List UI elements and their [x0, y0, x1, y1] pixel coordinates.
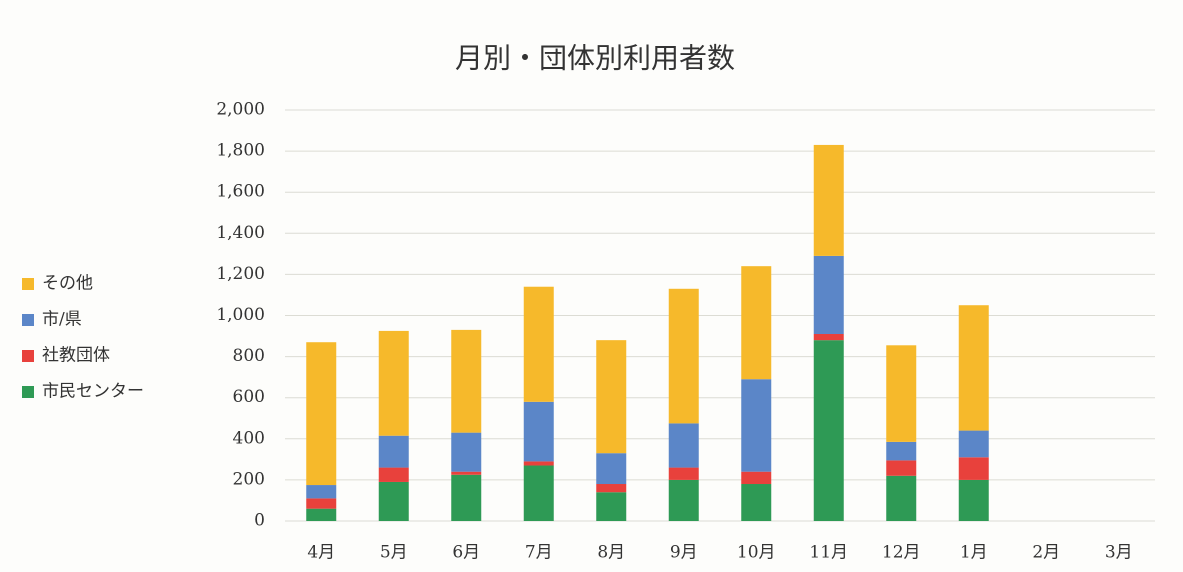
bar-segment [523, 461, 554, 466]
bar-segment [306, 342, 337, 486]
bar-segment [741, 484, 772, 521]
bar-segment [813, 340, 844, 521]
bar-segment [668, 288, 699, 424]
bar-segment [451, 474, 482, 521]
bar-segment [741, 471, 772, 485]
x-tick-label: 10月 [737, 543, 776, 563]
bar-segment [523, 401, 554, 462]
y-tick-label: 1,600 [216, 182, 265, 202]
bar-segment [523, 465, 554, 521]
y-tick-label: 1,800 [216, 141, 265, 161]
bar-segment [523, 286, 554, 402]
x-tick-label: 7月 [525, 543, 553, 563]
y-tick-label: 1,400 [216, 223, 265, 243]
y-tick-label: 200 [233, 469, 265, 489]
bar-segment [451, 432, 482, 472]
legend-label: 社教団体 [42, 346, 110, 366]
x-tick-label: 9月 [670, 543, 698, 563]
bar-segment [958, 430, 989, 458]
legend-label: その他 [42, 274, 93, 294]
bar-segment [741, 379, 772, 472]
bar-segment [306, 485, 337, 499]
x-tick-label: 5月 [380, 543, 408, 563]
legend-swatch [22, 350, 34, 362]
y-tick-label: 800 [233, 346, 265, 366]
legend-label: 市民センター [42, 382, 144, 402]
bar-segment [451, 471, 482, 475]
bar-segment [958, 305, 989, 431]
bar-segment [741, 266, 772, 380]
x-tick-label: 6月 [452, 543, 480, 563]
legend-swatch [22, 386, 34, 398]
bar-segment [378, 330, 409, 436]
y-tick-label: 1,200 [216, 264, 265, 284]
x-tick-label: 8月 [597, 543, 625, 563]
y-tick-label: 600 [233, 387, 265, 407]
x-tick-label: 4月 [307, 543, 335, 563]
bar-segment [668, 479, 699, 521]
bar-segment [813, 144, 844, 256]
bar-segment [958, 479, 989, 521]
bar-segment [886, 345, 917, 442]
bar-segment [668, 467, 699, 480]
y-tick-label: 400 [233, 428, 265, 448]
chart-title: 月別・団体別利用者数 [455, 42, 735, 75]
x-tick-label: 1月 [960, 543, 988, 563]
bar-segment [378, 467, 409, 482]
bar-segment [958, 457, 989, 480]
y-tick-label: 1,000 [216, 305, 265, 325]
bar-segment [378, 435, 409, 468]
bar-segment [886, 460, 917, 476]
bar-segment [668, 423, 699, 468]
bar-segment [886, 441, 917, 461]
bar-segment [886, 475, 917, 521]
y-tick-label: 0 [254, 511, 265, 531]
x-tick-label: 2月 [1032, 543, 1060, 563]
legend-swatch [22, 278, 34, 290]
bar-segment [306, 498, 337, 509]
bar-segment [451, 329, 482, 433]
bar-segment [378, 481, 409, 521]
bar-segment [596, 340, 627, 454]
y-tick-label: 2,000 [216, 100, 265, 120]
bar-segment [813, 255, 844, 334]
bar-segment [596, 453, 627, 485]
x-tick-label: 3月 [1105, 543, 1133, 563]
legend-swatch [22, 314, 34, 326]
bar-segment [596, 492, 627, 521]
bar-segment [813, 333, 844, 341]
bar-segment [306, 508, 337, 521]
x-tick-label: 12月 [882, 543, 921, 563]
bar-segment [596, 484, 627, 493]
x-tick-label: 11月 [809, 543, 848, 563]
legend-label: 市/県 [42, 310, 82, 330]
